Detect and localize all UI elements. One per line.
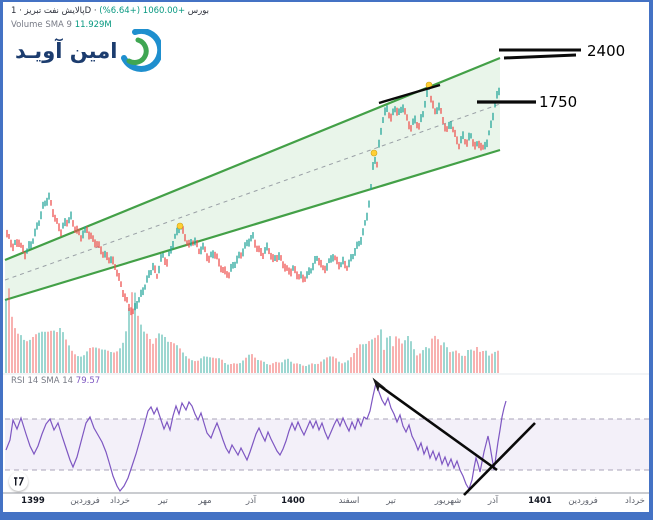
axis-month-label: مهر: [198, 496, 212, 506]
symbol-title: پالایش نفت تبریز: [24, 6, 85, 16]
volume-bars: [5, 288, 499, 373]
channel-touch-markers: [176, 81, 433, 230]
rsi-trendlines[interactable]: [375, 381, 536, 496]
exchange-label: بورس: [187, 6, 210, 16]
rsi-legend: RSI 14 SMA 14 79.57: [11, 376, 100, 386]
amin-avid-logo: امین آویـد: [15, 29, 162, 73]
axis-month-label: اسفند: [338, 496, 360, 506]
price-change-value: +1060.00 (+6.64%): [99, 6, 186, 16]
volume-sma-label: Volume SMA 9: [11, 20, 72, 30]
candlesticks: [6, 83, 500, 316]
trend-channel[interactable]: [4, 56, 501, 302]
axis-month-label: آذر: [245, 496, 257, 506]
price-annotations[interactable]: [378, 48, 581, 105]
time-axis[interactable]: 1399 فروردین خرداد تیر مهر آذر 1400 اسفند تیر شهر…: [3, 494, 649, 512]
rsi-panel: [5, 380, 649, 493]
price-annotation-2400: 2400: [587, 42, 626, 60]
mouse-cursor-icon: [372, 377, 386, 392]
axis-year-label: 1400: [281, 496, 305, 506]
price-annotation-1750: 1750: [539, 93, 578, 111]
main-chart-canvas[interactable]: [3, 2, 653, 520]
symbol-legend: پالایش نفت تبریز · 1D · بورس +1060.00 (+…: [11, 6, 209, 16]
axis-year-label: 1401: [528, 496, 552, 506]
axis-month-label: فروردین: [70, 496, 100, 506]
axis-month-label: آذر: [487, 496, 499, 506]
volume-sma-value: 11.929M: [74, 20, 112, 30]
rsi-value: 79.57: [75, 376, 101, 386]
tradingview-logo-button[interactable]: [9, 472, 28, 491]
axis-year-label: 1399: [21, 496, 45, 506]
tradingview-icon: [14, 477, 24, 486]
rsi-label: RSI 14 SMA 14: [11, 376, 74, 386]
panel-separators: [3, 373, 649, 494]
legend-separator: ·: [91, 6, 100, 16]
axis-month-label: شهریور: [434, 496, 462, 506]
axis-month-label: تیر: [158, 496, 168, 506]
amin-avid-logo-icon: [121, 29, 162, 72]
amin-avid-logo-text: امین آویـد: [15, 38, 118, 63]
legend-separator: ·: [16, 6, 25, 16]
volume-legend: Volume SMA 9 11.929M: [11, 20, 112, 30]
axis-month-label: فروردین: [568, 496, 598, 506]
axis-month-label: خرداد: [110, 496, 130, 506]
timeframe-label: 1D: [11, 6, 92, 16]
axis-month-label: تیر: [386, 496, 396, 506]
axis-month-label: خرداد: [625, 496, 645, 506]
